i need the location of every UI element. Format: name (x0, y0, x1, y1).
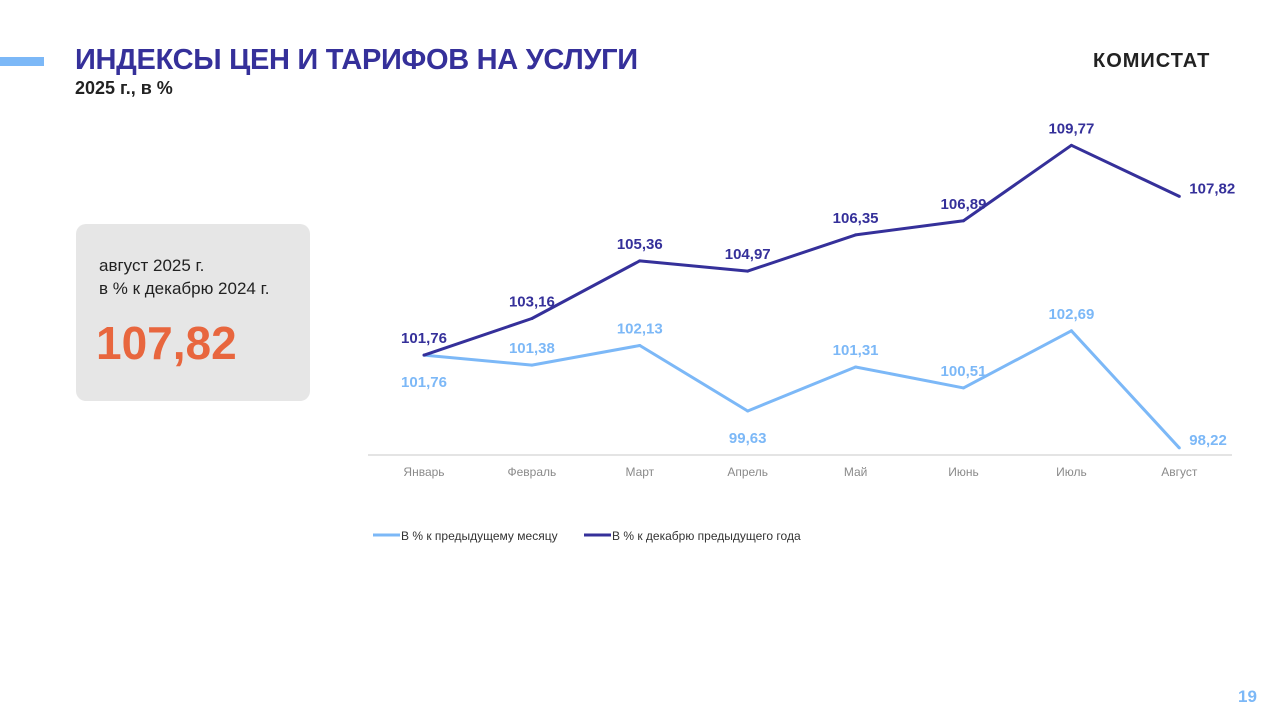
data-point (638, 259, 642, 263)
page-number: 19 (1238, 687, 1257, 706)
card-basis: в % к декабрю 2024 г. (99, 279, 270, 298)
data-label: 106,35 (833, 210, 879, 227)
data-point (746, 409, 750, 413)
data-label: 98,22 (1189, 432, 1227, 449)
data-point (746, 269, 750, 273)
data-label: 102,13 (617, 320, 663, 337)
data-label: 106,89 (941, 196, 987, 213)
page-title: ИНДЕКСЫ ЦЕН И ТАРИФОВ НА УСЛУГИ (75, 44, 638, 76)
x-tick-label: Январь (403, 465, 444, 479)
x-tick-label: Май (844, 465, 868, 479)
data-label: 102,69 (1048, 306, 1094, 323)
logo: КОМИСТАТ (1093, 50, 1211, 72)
data-point (1177, 446, 1181, 450)
data-point (962, 219, 965, 223)
data-point (1177, 194, 1181, 198)
data-point (638, 343, 642, 347)
card-value: 107,82 (96, 317, 237, 369)
accent-bar (0, 57, 44, 66)
data-label: 103,16 (509, 293, 555, 310)
data-label: 101,38 (509, 340, 555, 357)
card-period: август 2025 г. (99, 256, 205, 275)
x-tick-label: Июнь (948, 465, 979, 479)
data-label: 104,97 (725, 246, 771, 263)
x-tick-label: Август (1161, 465, 1198, 479)
data-point (962, 386, 965, 390)
legend-label: В % к предыдущему месяцу (401, 529, 558, 543)
x-tick-label: Март (625, 465, 654, 479)
x-tick-label: Апрель (727, 465, 768, 479)
data-label: 101,76 (401, 374, 447, 391)
data-point (854, 233, 858, 237)
data-point (530, 363, 534, 367)
data-label: 101,76 (401, 330, 447, 347)
data-point (1069, 143, 1073, 147)
data-point (422, 353, 426, 357)
data-point (1069, 329, 1073, 333)
data-label: 109,77 (1048, 120, 1094, 137)
data-label: 99,63 (729, 430, 767, 447)
data-label: 107,82 (1189, 180, 1235, 197)
data-point (530, 316, 534, 320)
data-label: 100,51 (941, 363, 987, 380)
page-subtitle: 2025 г., в % (75, 78, 173, 98)
data-point (854, 365, 858, 369)
highlight-card: август 2025 г. в % к декабрю 2024 г. 107… (76, 224, 310, 401)
legend-label: В % к декабрю предыдущего года (612, 529, 801, 543)
data-label: 105,36 (617, 236, 663, 253)
data-label: 101,31 (833, 342, 879, 359)
x-tick-label: Февраль (508, 465, 557, 479)
series-line-1 (423, 329, 1181, 449)
series-line-2 (423, 143, 1180, 357)
x-tick-label: Июль (1056, 465, 1087, 479)
